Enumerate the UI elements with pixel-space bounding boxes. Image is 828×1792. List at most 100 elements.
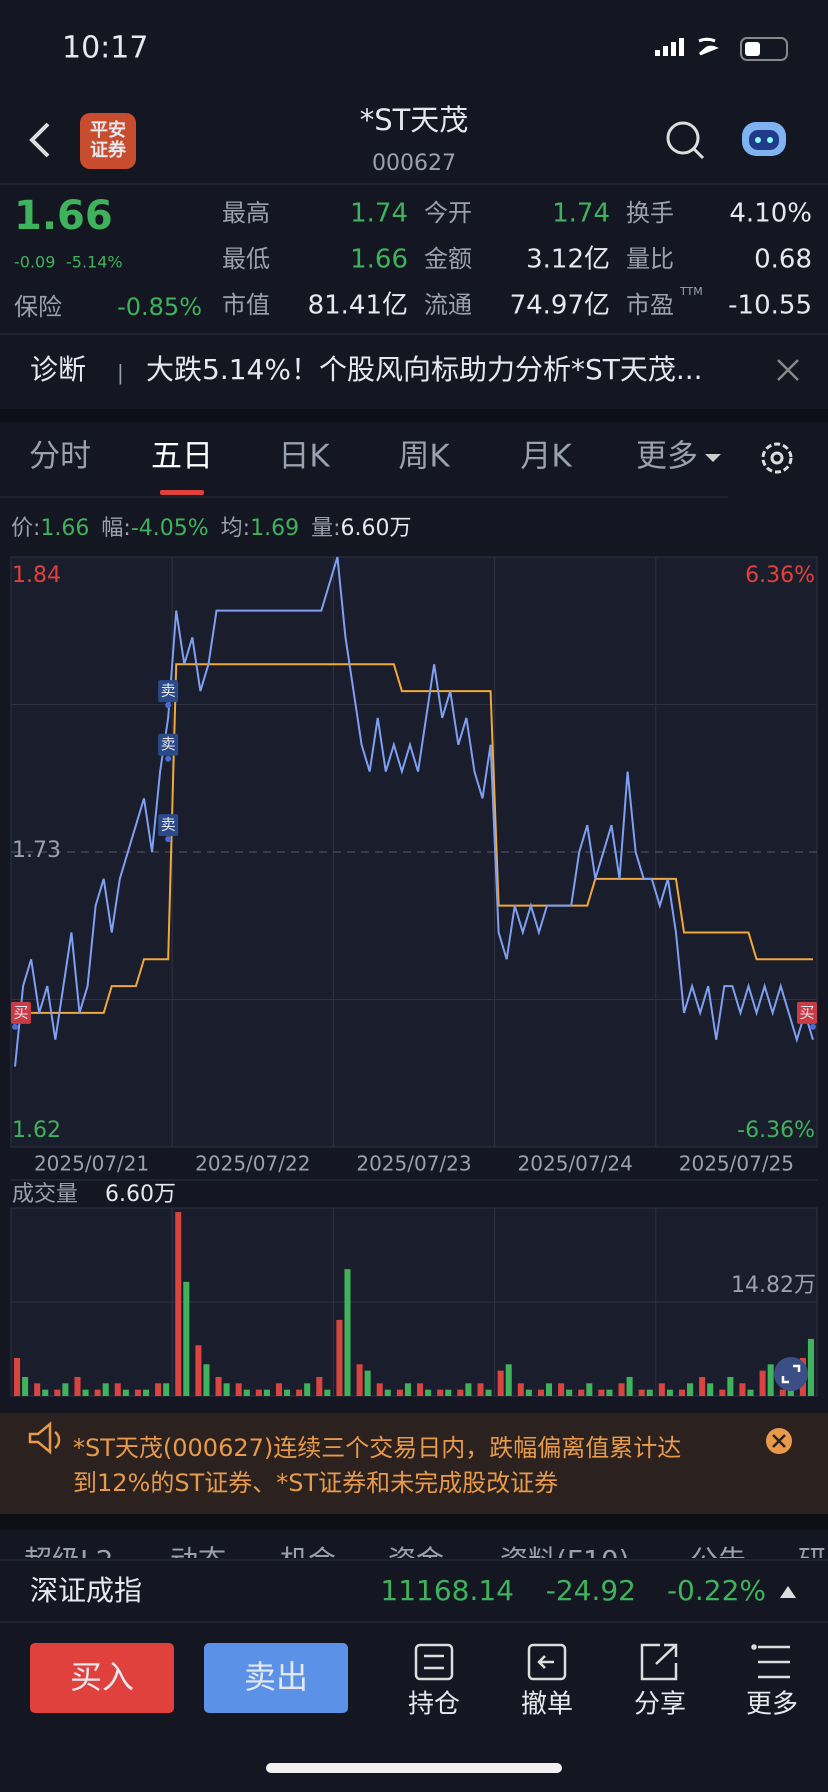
volume-bar xyxy=(465,1383,472,1396)
volume-bar xyxy=(316,1376,323,1396)
volume-bar xyxy=(183,1281,190,1396)
x-tick-label: 2025/07/24 xyxy=(518,1152,633,1176)
volume-bar xyxy=(235,1383,242,1396)
marker-dot xyxy=(165,836,172,843)
info-label: 均: xyxy=(221,516,250,541)
marker-badge xyxy=(158,814,179,837)
status-icons xyxy=(655,37,788,61)
icon-share[interactable] xyxy=(640,1643,678,1681)
tab[interactable]: 更多 xyxy=(636,439,698,475)
spacer xyxy=(0,409,828,422)
volume-bar xyxy=(74,1376,81,1396)
marker-label: 买 xyxy=(13,1003,28,1021)
y2-tick-label: -6.36% xyxy=(737,1118,815,1143)
expand-button[interactable] xyxy=(774,1357,808,1391)
stats: 最高 1.74 今开 1.74 换手 4.10% 最低 1.66 金额 3.12亿 量比 0.68 市值… xyxy=(222,199,812,321)
volume-chart: 成交量 6.60万 14.82万 xyxy=(10,1179,818,1397)
back-button[interactable] xyxy=(29,122,50,158)
close-notice[interactable] xyxy=(766,1428,792,1454)
stat-label: 最低 xyxy=(222,245,270,273)
volume-bar xyxy=(304,1383,311,1396)
dropdown-arrow xyxy=(705,454,721,462)
tab[interactable]: 分时 xyxy=(29,439,91,475)
diagnosis-text[interactable]: 大跌5.14%！个股风向标助力分析*ST天茂... xyxy=(146,353,703,386)
y-tick-label: 1.84 xyxy=(12,563,61,588)
marker-label: 买 xyxy=(799,1003,814,1021)
volume-bar xyxy=(578,1389,585,1396)
series-line xyxy=(15,663,813,1014)
sell-label: 卖出 xyxy=(244,1658,308,1696)
tab[interactable]: 周K xyxy=(398,439,450,475)
volume-bar xyxy=(364,1370,371,1396)
info-value: 1.66 xyxy=(40,516,89,541)
stat-label: 量比 xyxy=(626,245,674,273)
series-line xyxy=(14,556,814,1067)
tab[interactable]: 月K xyxy=(520,439,572,475)
scroll-tab[interactable]: 超级L2 xyxy=(24,1544,113,1577)
stat-sup: TTM xyxy=(679,285,703,298)
x-tick-label: 2025/07/23 xyxy=(356,1152,471,1176)
volume-bar xyxy=(537,1389,544,1396)
volume-bar xyxy=(606,1389,613,1396)
marker-dot xyxy=(165,755,172,762)
notice-band xyxy=(0,1413,828,1514)
scroll-tab[interactable]: 资料(F10) xyxy=(500,1544,630,1577)
marker-label: 卖 xyxy=(161,816,176,834)
y-tick-label: 1.73 xyxy=(12,838,61,863)
sell-button[interactable] xyxy=(204,1643,348,1713)
volume-bar xyxy=(284,1389,291,1396)
action-label[interactable]: 持仓 xyxy=(408,1690,460,1720)
logo-text: 平安 xyxy=(90,119,126,141)
settings-button[interactable] xyxy=(761,442,793,474)
scroll-tabs: 超级L2 动态 机会 资金 资料(F10) 公告 研 xyxy=(24,1544,826,1577)
tab[interactable]: 五日 xyxy=(151,439,213,475)
volume-value: 6.60万 xyxy=(105,1182,176,1207)
separator: | xyxy=(117,361,124,385)
volume-bar xyxy=(263,1389,270,1396)
stat-value: 1.74 xyxy=(350,199,408,229)
volume-title: 成交量 xyxy=(12,1182,78,1207)
volume-bar xyxy=(404,1383,411,1396)
volume-bar xyxy=(779,1389,786,1396)
close-diagnosis[interactable] xyxy=(777,359,799,381)
volume-bar xyxy=(586,1383,593,1396)
scroll-tab[interactable]: 公告 xyxy=(690,1544,746,1577)
volume-bar xyxy=(255,1389,262,1396)
y-tick-label: 14.82万 xyxy=(731,1273,816,1298)
scroll-tab[interactable]: 机会 xyxy=(280,1544,336,1577)
marker-badge xyxy=(11,1001,31,1024)
info-label: 价: xyxy=(11,516,40,541)
icon-position[interactable] xyxy=(414,1643,454,1681)
volume-bar xyxy=(122,1389,129,1396)
stat-label: 市盈 xyxy=(626,291,674,319)
volume-bar xyxy=(296,1389,303,1396)
info-value: -4.05% xyxy=(131,516,209,541)
stat-label: 最高 xyxy=(222,199,270,227)
notice-text: 到12%的ST证券、*ST证券和未完成股改证券 xyxy=(73,1469,558,1497)
buy-button[interactable] xyxy=(30,1643,174,1713)
spacer xyxy=(0,1514,828,1530)
scroll-tab[interactable]: 资金 xyxy=(388,1544,444,1577)
y2-tick-label: 6.36% xyxy=(745,563,815,588)
tab[interactable]: 日K xyxy=(278,439,330,475)
icon-cancel[interactable] xyxy=(527,1643,567,1681)
assistant-button[interactable] xyxy=(742,122,786,156)
search-button[interactable] xyxy=(666,121,705,160)
volume-bar xyxy=(558,1383,565,1396)
action-label[interactable]: 更多 xyxy=(746,1690,798,1720)
action-label[interactable]: 撤单 xyxy=(521,1690,573,1720)
expand-arrow[interactable] xyxy=(780,1586,796,1598)
scroll-tab[interactable]: 研 xyxy=(798,1544,826,1577)
info-label: 量: xyxy=(311,516,340,541)
action-label[interactable]: 分享 xyxy=(634,1690,686,1720)
plot-area xyxy=(10,556,818,1148)
volume-bar xyxy=(699,1376,706,1396)
volume-bar xyxy=(376,1383,383,1396)
stat-label: 流通 xyxy=(424,291,472,319)
icon-more[interactable] xyxy=(751,1644,791,1679)
scroll-tab[interactable]: 动态 xyxy=(170,1544,226,1577)
x-tick-label: 2025/07/22 xyxy=(195,1152,310,1176)
volume-bar xyxy=(425,1389,432,1396)
marker-badge xyxy=(158,680,179,703)
stat-value: 74.97亿 xyxy=(510,291,610,321)
